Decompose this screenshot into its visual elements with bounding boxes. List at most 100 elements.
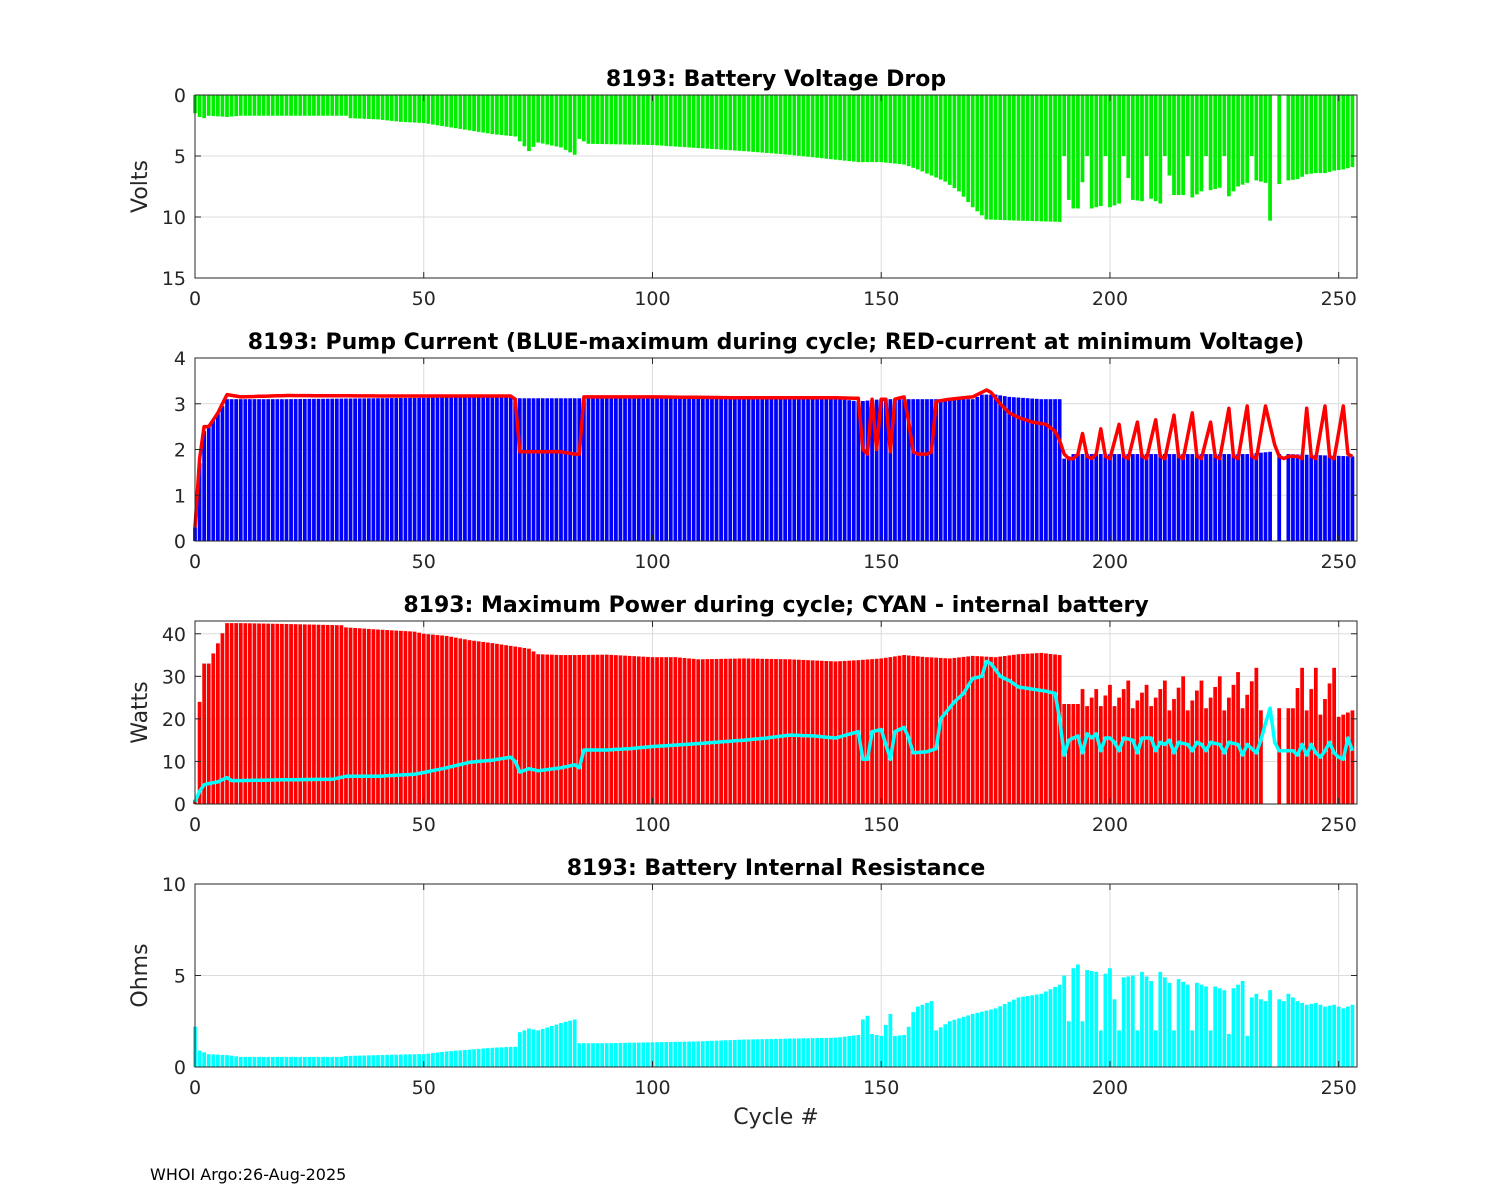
bar	[760, 658, 765, 804]
bar	[728, 95, 733, 151]
bar	[458, 638, 463, 804]
bar	[1167, 454, 1172, 541]
y-tick-label: 0	[174, 531, 186, 553]
y-tick-label: 0	[174, 85, 186, 107]
bar	[1039, 993, 1044, 1067]
bar	[1181, 676, 1186, 804]
bar	[714, 398, 719, 541]
bar	[344, 95, 348, 116]
bar	[1295, 95, 1300, 180]
bar	[270, 623, 275, 804]
bar	[801, 1038, 806, 1067]
bar	[330, 625, 335, 804]
bar	[911, 1012, 916, 1067]
bar	[554, 654, 559, 804]
bar	[202, 1052, 207, 1067]
bar	[234, 95, 239, 117]
bar	[362, 398, 367, 541]
bar	[938, 1027, 943, 1067]
bar	[376, 1055, 380, 1067]
bar	[755, 658, 760, 804]
bar	[1268, 990, 1272, 1067]
bar	[966, 95, 971, 202]
bar	[1002, 95, 1007, 221]
bar	[586, 95, 591, 144]
bar	[440, 397, 444, 541]
bar	[312, 624, 316, 804]
bar	[1053, 654, 1057, 804]
bar	[307, 95, 312, 116]
bar	[513, 398, 518, 541]
bar	[380, 398, 385, 541]
bar	[385, 398, 390, 541]
bar	[1158, 454, 1163, 541]
bar	[1007, 95, 1012, 221]
bar	[248, 1056, 252, 1067]
bar	[458, 1050, 463, 1067]
bar	[673, 1041, 678, 1067]
bar	[1149, 95, 1154, 199]
bar	[1217, 95, 1222, 188]
bar	[1304, 1004, 1309, 1067]
bar	[938, 657, 943, 804]
bar	[1076, 454, 1080, 541]
bar	[664, 95, 669, 146]
bar	[1117, 95, 1121, 204]
bar	[938, 95, 943, 180]
bar	[586, 398, 591, 541]
bar	[682, 398, 687, 541]
bar	[339, 95, 344, 116]
bar	[431, 1053, 435, 1067]
bar	[934, 399, 938, 541]
bar	[897, 399, 902, 541]
bar	[957, 399, 961, 541]
bar	[1162, 977, 1167, 1067]
bar	[527, 95, 531, 152]
bar	[1057, 984, 1062, 1067]
bar	[783, 95, 788, 155]
bar	[1085, 454, 1089, 541]
x-tick-label: 250	[1321, 551, 1357, 573]
bar	[1108, 454, 1112, 541]
bar	[961, 95, 966, 197]
bar	[421, 95, 426, 124]
bar	[280, 1056, 284, 1067]
bar	[485, 397, 490, 541]
bar	[540, 95, 545, 144]
bar	[902, 1034, 906, 1067]
bar	[897, 1035, 902, 1067]
bar	[920, 1004, 925, 1067]
bar	[595, 654, 600, 804]
bar	[600, 95, 605, 145]
bar	[732, 658, 737, 804]
bar	[829, 398, 833, 541]
y-tick-label: 5	[174, 966, 186, 988]
bar	[737, 1039, 742, 1067]
bar	[710, 95, 714, 149]
bar	[673, 398, 678, 541]
bar	[202, 431, 207, 541]
bar	[440, 1051, 444, 1067]
bar	[1167, 710, 1172, 804]
bar	[609, 1043, 614, 1067]
bar-series-voltage-drop	[193, 95, 1355, 222]
bar	[618, 398, 623, 541]
x-tick-label: 100	[634, 1077, 670, 1099]
bar	[1318, 95, 1323, 174]
bar	[412, 397, 417, 541]
bar	[691, 398, 696, 541]
bar	[467, 640, 472, 804]
bar	[742, 95, 746, 152]
bar	[220, 406, 225, 541]
bar	[1199, 95, 1204, 192]
bar	[737, 95, 742, 151]
bar	[664, 1042, 669, 1067]
bar	[1016, 654, 1021, 804]
bar	[952, 95, 957, 189]
bar	[641, 398, 646, 541]
y-tick-label: 0	[174, 1057, 186, 1079]
x-tick-label: 100	[634, 288, 670, 310]
bar	[275, 1056, 280, 1067]
bar	[421, 633, 426, 804]
bar	[732, 1039, 737, 1067]
